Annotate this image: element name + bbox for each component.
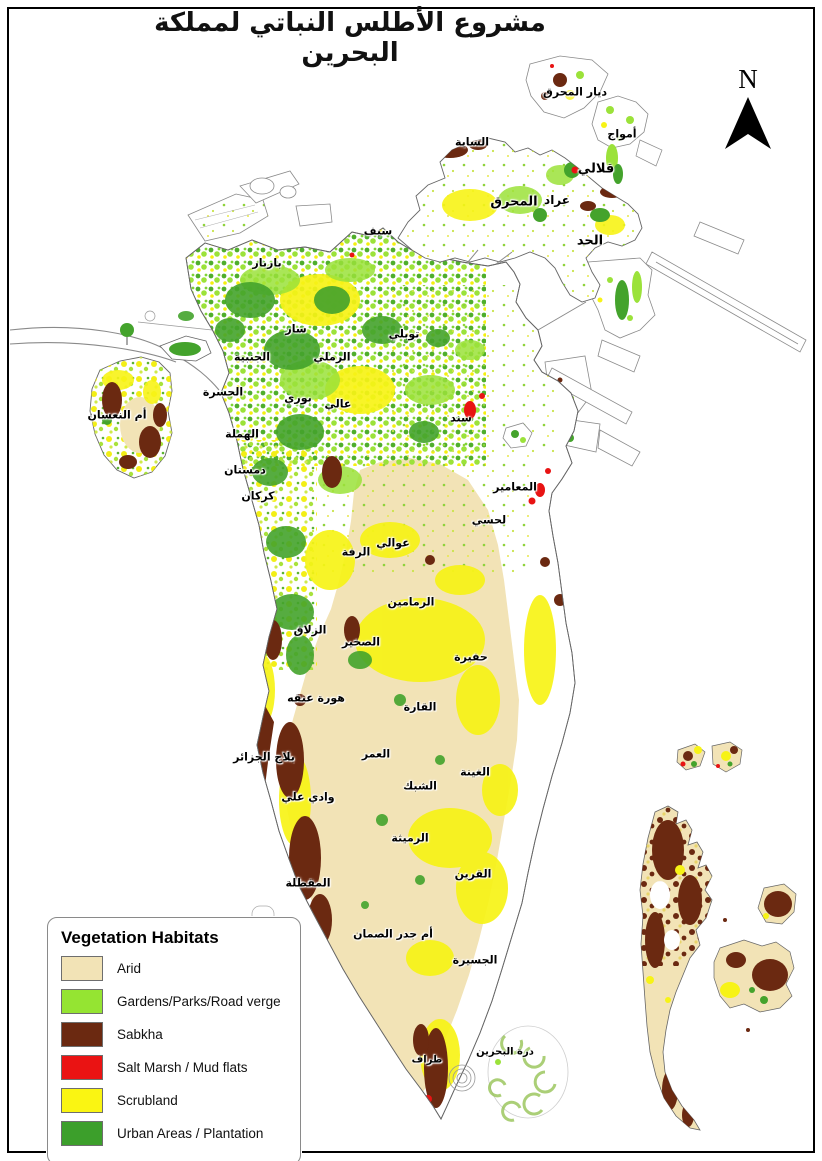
- legend-label: Gardens/Parks/Road verge: [117, 994, 281, 1009]
- hidd-industrial: [587, 257, 656, 339]
- map-title: مشروع الأطلس النباتي لمملكة البحرين: [154, 8, 546, 68]
- legend: Vegetation Habitats Arid Gardens/Parks/Ro…: [47, 917, 301, 1161]
- legend-label: Arid: [117, 961, 142, 976]
- legend-swatch: [61, 1022, 103, 1047]
- legend-item: Scrubland: [61, 1088, 287, 1113]
- north-arrow-icon: [725, 97, 771, 149]
- legend-items: Arid Gardens/Parks/Road verge Sabkha Salt M…: [48, 956, 300, 1146]
- legend-item: Sabkha: [61, 1022, 287, 1047]
- legend-item: Urban Areas / Plantation: [61, 1121, 287, 1146]
- legend-item: Gardens/Parks/Road verge: [61, 989, 287, 1014]
- legend-swatch: [61, 1121, 103, 1146]
- legend-item: Salt Marsh / Mud flats: [61, 1055, 287, 1080]
- legend-swatch: [61, 1088, 103, 1113]
- legend-swatch: [61, 989, 103, 1014]
- northwest-islet: [120, 310, 213, 345]
- legend-swatch: [61, 1055, 103, 1080]
- legend-label: Urban Areas / Plantation: [117, 1126, 264, 1141]
- fish-trap: [448, 1064, 476, 1092]
- page-border: [7, 7, 815, 1153]
- durrat-al-bahrain: [251, 905, 569, 1122]
- legend-title: Vegetation Habitats: [61, 928, 219, 947]
- north-indicator: N: [714, 66, 782, 158]
- hawar-islands: [639, 741, 797, 1131]
- legend-label: Scrubland: [117, 1093, 178, 1108]
- northwest-outlines: [187, 170, 333, 242]
- north-label: N: [738, 64, 758, 94]
- legend-item: Arid: [61, 956, 287, 981]
- legend-label: Sabkha: [117, 1027, 163, 1042]
- umm-an-nasan-island: [89, 335, 212, 479]
- legend-swatch: [61, 956, 103, 981]
- legend-label: Salt Marsh / Mud flats: [117, 1060, 248, 1075]
- main-island: [185, 227, 579, 1120]
- nabih-saleh-island: [502, 422, 533, 449]
